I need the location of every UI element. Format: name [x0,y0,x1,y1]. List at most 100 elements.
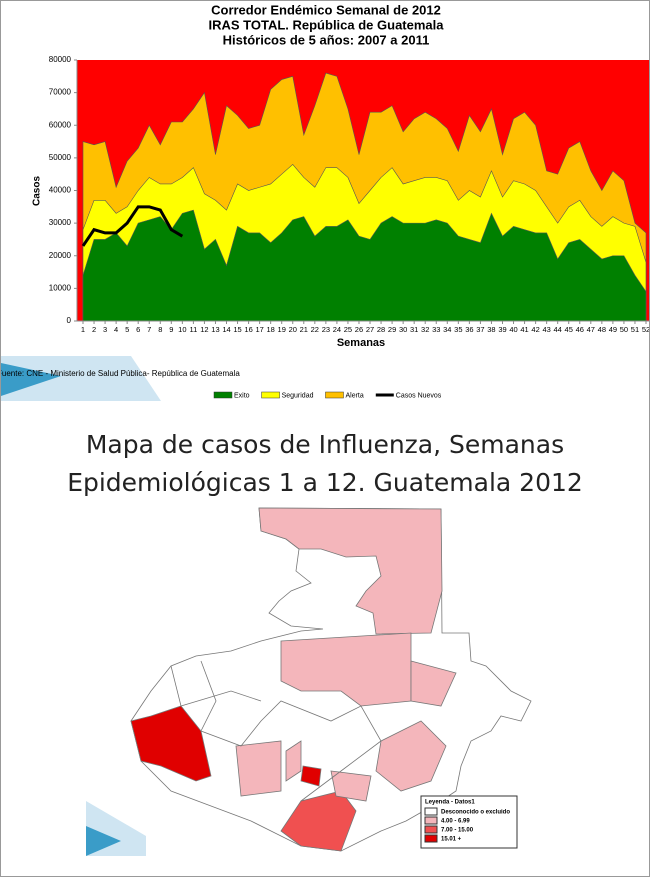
x-tick-label: 9 [169,325,173,334]
x-tick-label: 52 [642,325,649,334]
x-tick-label: 40 [509,325,517,334]
chart: Corredor Endémico Semanal de 2012 IRAS T… [1,2,649,401]
map: Leyenda - Datos1 Desconocido o excluido … [86,507,532,856]
legend-item: Exito [213,391,250,399]
x-tick-label: 14 [222,325,230,334]
x-tick-label: 23 [322,325,330,334]
x-tick-label: 48 [598,325,606,334]
map-shapes [130,507,532,852]
legend-swatch [261,391,280,399]
department [280,632,412,707]
legend-swatch [424,834,438,843]
x-tick-label: 50 [620,325,628,334]
decor [1,363,61,396]
x-tick-label: 47 [587,325,595,334]
x-tick-label: 28 [377,325,385,334]
x-tick-label: 10 [178,325,186,334]
y-tick-label: 0 [67,316,72,325]
x-tick-label: 8 [158,325,162,334]
y-tick-label: 70000 [49,88,72,97]
x-tick-label: 36 [465,325,473,334]
x-tick-label: 32 [421,325,429,334]
y-tick-label: 30000 [49,218,72,227]
y-tick-label: 40000 [49,186,72,195]
x-tick-label: 21 [300,325,308,334]
legend-item: Desconocido o excluido [441,810,510,816]
legend-item: Casos Nuevos [375,392,442,399]
department [258,507,443,635]
map-legend: Leyenda - Datos1 Desconocido o excluido … [420,795,518,849]
x-tick-label: 35 [454,325,462,334]
legend-title: Leyenda - Datos1 [425,800,475,806]
x-tick-label: 34 [443,325,451,334]
x-tick-label: 27 [366,325,374,334]
x-tick-label: 41 [520,325,528,334]
legend-label: Casos Nuevos [396,392,442,399]
x-tick-label: 12 [200,325,208,334]
x-tick-label: 16 [244,325,252,334]
department [285,740,302,782]
x-tick-label: 31 [410,325,418,334]
x-tick-label: 30 [399,325,407,334]
x-tick-label: 1 [81,325,85,334]
decor [86,826,121,856]
x-tick-label: 45 [565,325,573,334]
legend-item: Alerta [325,391,364,399]
x-tick-label: 18 [266,325,274,334]
legend-swatch [424,825,438,834]
map-title: Mapa de casos de Influenza, Semanas Epid… [1,426,649,502]
legend-item: 7.00 - 15.00 [441,828,474,834]
x-tick-label: 26 [355,325,363,334]
x-tick-label: 22 [311,325,319,334]
department [300,765,322,787]
legend-swatch [424,816,438,825]
x-tick-label: 11 [189,325,197,334]
legend-item: 4.00 - 6.99 [441,819,470,825]
legend-swatch [424,807,438,816]
x-tick-label: 25 [344,325,352,334]
chart-title: IRAS TOTAL. República de Guatemala [208,17,444,32]
legend-item: Seguridad [261,391,314,399]
x-tick-label: 51 [631,325,639,334]
y-tick-label: 60000 [49,120,72,129]
map-title-line: Mapa de casos de Influenza, Semanas [85,430,565,459]
y-axis-label: Casos [32,176,43,206]
x-tick-label: 4 [114,325,118,334]
chart-title: Corredor Endémico Semanal de 2012 [211,2,441,17]
x-tick-label: 20 [289,325,297,334]
decor [1,356,161,401]
x-tick-label: 5 [125,325,129,334]
line [81,205,184,247]
x-tick-label: 46 [576,325,584,334]
legend-swatch [213,391,233,399]
chart-title: Históricos de 5 años: 2007 a 2011 [223,32,430,47]
legend-label: Seguridad [282,392,314,399]
map-title-line: Epidemiológicas 1 a 12. Guatemala 2012 [67,468,583,497]
x-tick-label: 44 [554,325,562,334]
y-tick-label: 50000 [49,153,72,162]
y-tick-label: 10000 [49,283,72,292]
legend-item: 15.01 + [441,837,462,843]
x-tick-label: 43 [542,325,550,334]
x-tick-label: 24 [333,325,341,334]
y-tick-label: 20000 [49,251,72,260]
x-tick-label: 15 [233,325,241,334]
x-tick-label: 49 [609,325,617,334]
border [200,660,382,802]
legend-label: Exito [234,392,250,399]
department [375,720,447,792]
legend-label: Alerta [345,392,363,399]
x-tick-label: 39 [498,325,506,334]
source: Fuente: CNE - Ministerio de Salud Públic… [1,369,240,378]
x-tick-label: 29 [388,325,396,334]
department [330,770,372,802]
x-tick-label: 7 [147,325,151,334]
y-tick-label: 80000 [49,55,72,64]
x-tick-label: 42 [531,325,539,334]
x-axis-label: Semanas [337,337,385,349]
x-tick-label: 6 [136,325,140,334]
x-tick-label: 17 [255,325,263,334]
legend-swatch [325,391,344,399]
border [170,665,262,707]
x-tick-label: 19 [278,325,286,334]
